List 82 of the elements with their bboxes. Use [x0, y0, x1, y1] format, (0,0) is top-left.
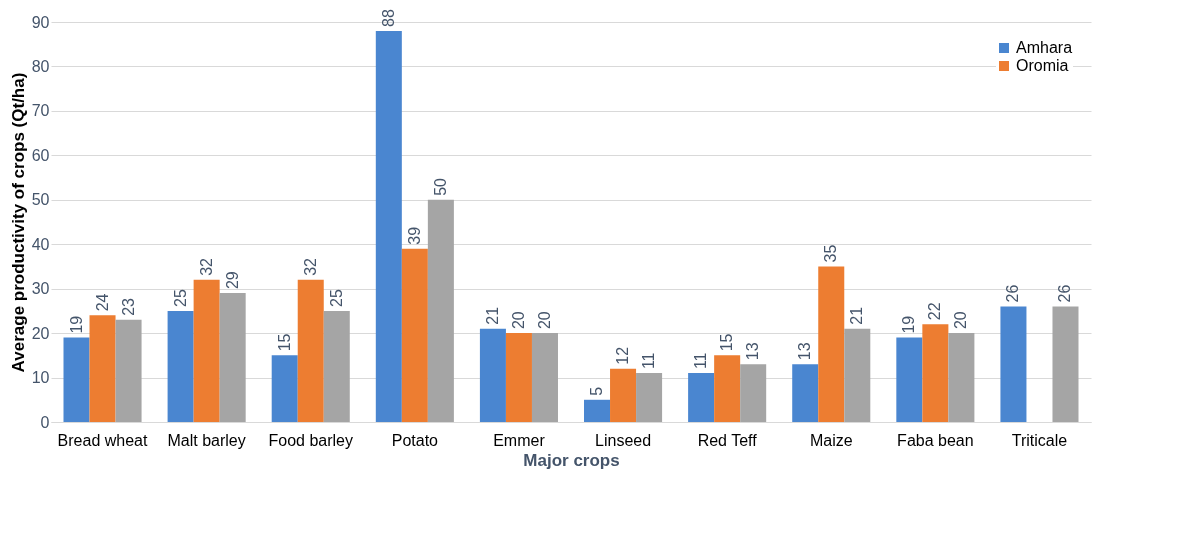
bar [896, 337, 923, 422]
legend-label: Amhara [1016, 39, 1073, 56]
bar [193, 279, 220, 422]
data-label: 26 [1056, 284, 1074, 303]
x-tick-label: Emmer [493, 431, 546, 449]
data-label: 12 [614, 346, 632, 365]
x-tick-label: Linseed [595, 431, 652, 449]
bar [1052, 306, 1079, 422]
data-label: 5 [588, 386, 606, 396]
data-label: 20 [535, 311, 553, 330]
data-label: 88 [379, 8, 397, 27]
bar [531, 333, 558, 422]
bar [167, 310, 194, 422]
data-label: 32 [197, 257, 215, 276]
data-label: 19 [900, 315, 918, 334]
bar [792, 364, 819, 422]
x-tick-label: Maize [809, 431, 853, 449]
data-label: 13 [744, 342, 762, 361]
data-label: 24 [93, 293, 111, 312]
bar [844, 328, 871, 422]
y-tick-label: 20 [31, 324, 50, 342]
bar [323, 310, 350, 422]
bar [479, 328, 506, 422]
data-label: 11 [640, 352, 658, 370]
y-tick-label: 90 [31, 13, 50, 31]
bar [271, 355, 298, 422]
data-label: 13 [796, 342, 814, 361]
data-label: 19 [67, 315, 85, 334]
bar [115, 319, 142, 422]
data-label: 39 [405, 226, 423, 245]
y-axis-title: Average productivity of crops (Qt/ha) [8, 72, 28, 373]
legend-label: Oromia [1016, 57, 1069, 74]
data-label: 21 [483, 306, 501, 325]
data-label: 50 [431, 177, 449, 196]
bar [89, 315, 116, 422]
bar [297, 279, 324, 422]
data-label: 15 [275, 333, 293, 352]
bar [375, 30, 402, 422]
bar [505, 333, 532, 422]
bar [948, 333, 975, 422]
x-axis-title: Major crops [523, 450, 620, 470]
y-tick-label: 10 [31, 369, 50, 387]
data-label: 35 [822, 244, 840, 263]
bar [427, 199, 454, 422]
data-label: 25 [171, 288, 189, 307]
bar [714, 355, 741, 422]
data-label: 32 [301, 257, 319, 276]
data-label: 11 [692, 352, 710, 370]
bar [584, 399, 611, 422]
bar [1000, 306, 1027, 422]
x-tick-label: Bread wheat [57, 431, 148, 449]
data-label: 23 [119, 297, 137, 316]
x-tick-label: Potato [391, 431, 439, 449]
data-label: 22 [926, 302, 944, 321]
data-label: 20 [509, 311, 527, 330]
bar [688, 373, 715, 422]
x-tick-label: Triticale [1011, 431, 1068, 449]
bar [63, 337, 90, 422]
y-tick-label: 30 [31, 280, 50, 298]
bar [636, 373, 663, 422]
data-label: 15 [718, 333, 736, 352]
data-label: 20 [952, 311, 970, 330]
y-tick-label: 50 [31, 191, 50, 209]
bar [922, 324, 949, 422]
bar [740, 364, 767, 422]
bar [219, 293, 246, 422]
bar [818, 266, 845, 422]
x-tick-label: Malt barley [167, 431, 246, 449]
x-tick-label: Faba bean [897, 431, 974, 449]
y-tick-label: 0 [40, 413, 50, 431]
x-tick-label: Food barley [268, 431, 353, 449]
x-tick-label: Red Teff [697, 431, 758, 449]
bar [401, 248, 428, 422]
data-label: 21 [848, 306, 866, 325]
data-label: 26 [1004, 284, 1022, 303]
data-label: 29 [223, 271, 241, 290]
y-tick-label: 80 [31, 57, 50, 75]
bar [610, 368, 637, 422]
y-tick-label: 40 [31, 235, 50, 253]
data-label: 25 [327, 288, 345, 307]
y-tick-label: 70 [31, 102, 50, 120]
y-tick-label: 60 [31, 146, 50, 164]
